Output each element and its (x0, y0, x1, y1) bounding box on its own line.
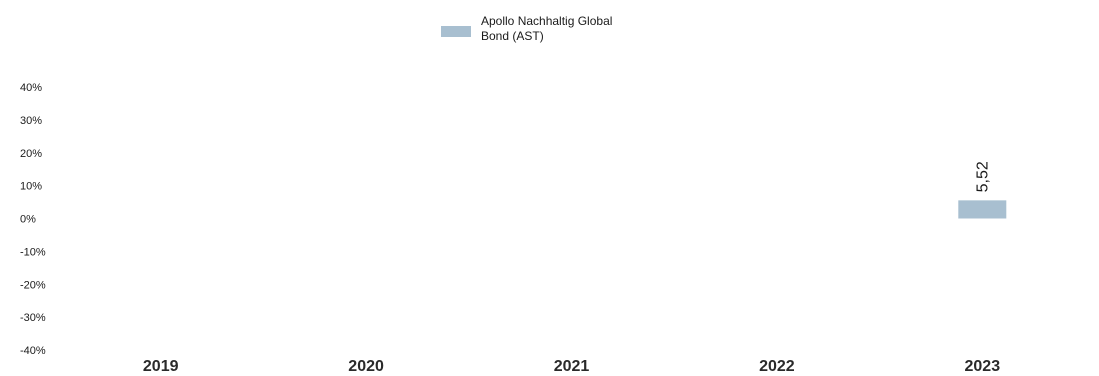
legend-label-line-1: Apollo Nachhaltig Global (481, 14, 612, 28)
x-tick-label: 2019 (143, 358, 179, 375)
y-tick-label: -10% (20, 246, 46, 258)
y-tick-label: 30% (20, 115, 42, 127)
legend-label-line-2: Bond (AST) (481, 29, 544, 43)
x-axis: 2019 2020 2021 2022 2023 (143, 358, 1000, 375)
y-tick-label: 10% (20, 181, 42, 193)
legend-swatch (441, 26, 471, 37)
bar-series (958, 200, 1007, 219)
data-labels: 5,52 (974, 161, 991, 192)
y-tick-label: 0% (20, 214, 36, 226)
x-tick-label: 2020 (348, 358, 384, 375)
x-tick-label: 2023 (965, 358, 1001, 375)
y-axis: 40% 30% 20% 10% 0% -10% -20% -30% -40% (20, 82, 46, 357)
y-tick-label: -20% (20, 279, 46, 291)
legend: Apollo Nachhaltig Global Bond (AST) (441, 14, 612, 43)
x-tick-label: 2022 (759, 358, 795, 375)
bar (958, 200, 1007, 219)
x-tick-label: 2021 (554, 358, 590, 375)
y-tick-label: 20% (20, 148, 42, 160)
data-label: 5,52 (974, 161, 991, 192)
y-tick-label: 40% (20, 82, 42, 94)
y-tick-label: -40% (20, 345, 46, 357)
y-tick-label: -30% (20, 312, 46, 324)
